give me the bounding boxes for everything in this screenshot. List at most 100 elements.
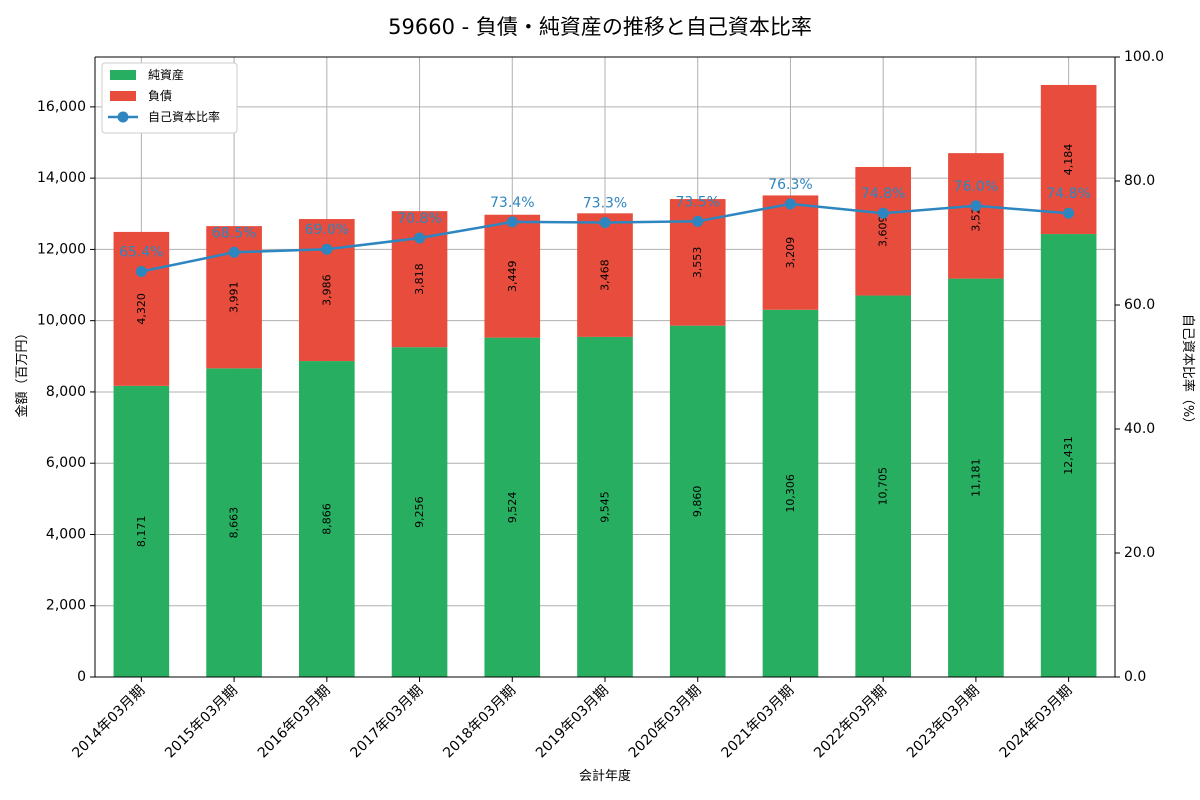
bar-label-liabilities: 4,184 <box>1062 144 1075 176</box>
legend-label-net-assets: 純資産 <box>148 67 184 82</box>
ratio-label: 69.0% <box>305 222 349 238</box>
bar-label-net-assets: 9,860 <box>691 486 704 518</box>
y-tick-label: 14,000 <box>37 170 86 186</box>
x-tick-label: 2018年03月期 <box>440 683 519 762</box>
ratio-label: 68.5% <box>212 225 256 241</box>
y2-tick-label: 0.0 <box>1124 669 1146 685</box>
bar-label-liabilities: 3,991 <box>228 281 241 313</box>
y-axis-title: 金額（百万円） <box>14 326 30 417</box>
legend-swatch-liabilities <box>110 91 136 101</box>
bar-net-assets <box>948 278 1004 677</box>
ratio-point <box>228 246 240 258</box>
bar-liabilities <box>484 214 541 338</box>
y-tick-label: 12,000 <box>37 241 86 257</box>
bar-label-liabilities: 3,609 <box>877 216 890 248</box>
bar-liabilities <box>577 213 633 337</box>
bar-label-liabilities: 3,986 <box>320 274 333 306</box>
bar-liabilities <box>948 153 1004 279</box>
ratio-line: 65.4% 68.5% 69.0% 70.8% 73.4% 73.3% 73.5% 76.3%… <box>119 177 1091 278</box>
bar-liabilities <box>299 219 355 362</box>
legend-label-ratio: 自己資本比率 <box>148 109 220 124</box>
ratio-point <box>877 207 889 219</box>
x-tick-label: 2022年03月期 <box>811 683 890 762</box>
legend-marker-ratio <box>117 111 129 123</box>
x-tick-label: 2015年03月期 <box>162 683 241 762</box>
legend-box <box>101 62 238 134</box>
x-tick-label: 2024年03月期 <box>997 683 1076 762</box>
bar-net-assets <box>762 309 819 677</box>
bar-label-net-assets: 8,866 <box>320 503 333 535</box>
ratio-point <box>135 266 147 278</box>
bar-label-liabilities: 4,320 <box>135 293 148 325</box>
bars <box>113 84 1097 677</box>
y2-tick-label: 80.0 <box>1124 173 1155 189</box>
bar-label-net-assets: 10,306 <box>784 474 797 512</box>
y2-tick-label: 100.0 <box>1124 49 1164 65</box>
y2-tick-label: 20.0 <box>1124 545 1155 561</box>
ratio-label: 70.8% <box>397 211 441 227</box>
ratio-label: 73.4% <box>490 195 534 211</box>
bar-label-net-assets: 9,545 <box>599 491 612 523</box>
ratio-label: 76.0% <box>954 179 998 195</box>
bar-net-assets <box>1040 234 1097 677</box>
bar-label-net-assets: 8,663 <box>228 507 241 539</box>
ratio-label: 76.3% <box>768 177 812 193</box>
bar-liabilities <box>855 166 911 296</box>
y-tick-label: 10,000 <box>37 313 86 329</box>
bar-net-assets <box>206 368 262 677</box>
bar-net-assets <box>391 347 448 677</box>
ratio-point <box>414 232 426 244</box>
bar-net-assets <box>669 325 726 677</box>
bar-label-liabilities: 3,468 <box>599 259 612 291</box>
bar-label-net-assets: 9,524 <box>506 492 519 524</box>
bar-label-net-assets: 9,256 <box>413 496 426 528</box>
y-tick-label: 8,000 <box>46 384 86 400</box>
bar-net-assets <box>113 385 170 677</box>
ratio-label: 73.3% <box>583 196 627 212</box>
ratio-point <box>506 216 518 228</box>
chart-title: 59660 - 負債・純資産の推移と自己資本比率 <box>388 15 812 39</box>
bar-net-assets <box>299 361 355 677</box>
bar-label-net-assets: 11,181 <box>969 459 982 498</box>
bar-label-liabilities: 3,449 <box>506 260 519 292</box>
ratio-point <box>1063 207 1075 219</box>
ratio-label: 74.8% <box>1046 186 1090 202</box>
ratio-label: 74.8% <box>861 186 905 202</box>
ratio-point <box>321 243 333 255</box>
bar-net-assets <box>484 337 541 677</box>
ratio-point <box>970 200 982 212</box>
bar-label-net-assets: 12,431 <box>1062 436 1075 475</box>
bar-label-liabilities: 3,818 <box>413 263 426 295</box>
y-tick-label: 2,000 <box>46 598 86 614</box>
y-tick-label: 4,000 <box>46 526 86 542</box>
ratio-label: 73.5% <box>675 194 719 210</box>
y-tick-label: 6,000 <box>46 455 86 471</box>
x-axis-title: 会計年度 <box>579 768 631 784</box>
bar-label-liabilities: 3,209 <box>784 237 797 269</box>
bar-net-assets <box>577 336 633 677</box>
ratio-label: 65.4% <box>119 245 163 261</box>
bar-label-net-assets: 8,171 <box>135 516 148 548</box>
x-tick-label: 2016年03月期 <box>255 683 334 762</box>
y2-tick-label: 40.0 <box>1124 421 1155 437</box>
y-tick-label: 16,000 <box>37 99 86 115</box>
bar-label-net-assets: 10,705 <box>877 467 890 506</box>
x-tick-label: 2017年03月期 <box>348 683 427 762</box>
y2-tick-label: 60.0 <box>1124 297 1155 313</box>
x-tick-label: 2020年03月期 <box>626 683 705 762</box>
bar-labels: 8,171 4,320 8,663 3,991 8,866 3,986 9,256 3,818… <box>135 144 1075 547</box>
bar-net-assets <box>855 295 911 677</box>
ratio-point <box>784 198 796 210</box>
bar-label-liabilities: 3,553 <box>691 247 704 279</box>
x-tick-label: 2019年03月期 <box>533 683 612 762</box>
x-tick-label: 2014年03月期 <box>69 683 148 762</box>
y2-axis-title: 自己資本比率（%） <box>1180 314 1196 430</box>
ratio-point <box>692 215 704 227</box>
y-tick-label: 0 <box>77 669 86 685</box>
legend-label-liabilities: 負債 <box>148 88 172 103</box>
bar-liabilities <box>762 195 819 310</box>
x-tick-label: 2023年03月期 <box>904 683 983 762</box>
legend-swatch-net-assets <box>110 70 136 80</box>
